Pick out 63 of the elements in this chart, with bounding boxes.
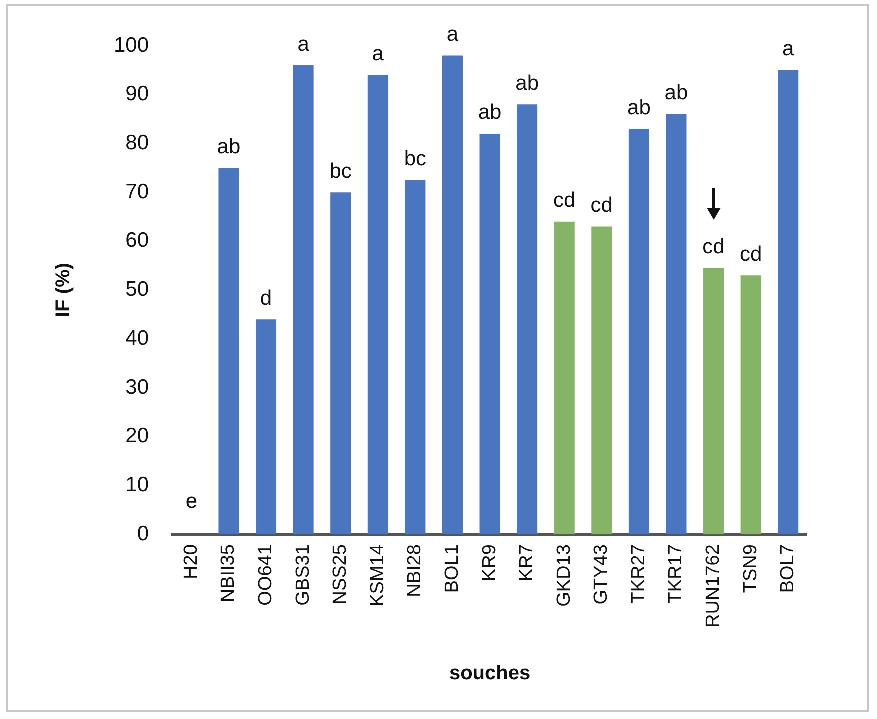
- annotation: ab: [516, 72, 539, 95]
- x-tick-label: KR9: [479, 544, 500, 582]
- annotation: bc: [330, 160, 352, 183]
- x-tick-label: TKR27: [628, 544, 650, 604]
- x-tick-label: OO641: [256, 544, 276, 606]
- bar: [517, 104, 538, 535]
- bar: [442, 56, 463, 535]
- annotation: a: [446, 23, 459, 46]
- x-tick-label: BOL7: [778, 544, 799, 594]
- bar: [592, 226, 612, 535]
- annotation: ab: [217, 135, 241, 158]
- y-tick-label: 100: [114, 34, 150, 57]
- y-tick-label: 30: [126, 376, 150, 399]
- x-axis-title: souches: [449, 662, 531, 685]
- bar: [330, 192, 352, 535]
- x-tick-label: NBII35: [218, 544, 240, 603]
- x-tick-label: H20: [180, 544, 202, 580]
- x-tick-label: BOL1: [442, 544, 463, 594]
- bar: [666, 114, 687, 535]
- annotation: cd: [702, 236, 725, 259]
- x-tick-label: NBI28: [404, 544, 426, 598]
- y-tick-label: 10: [126, 474, 150, 497]
- annotation: e: [186, 490, 198, 513]
- annotation: ab: [478, 101, 502, 124]
- bar: [368, 75, 388, 535]
- x-tick-label: RUN1762: [703, 544, 724, 628]
- annotation: ab: [664, 82, 688, 105]
- bar: [218, 168, 240, 535]
- annotation: cd: [554, 189, 576, 212]
- y-axis-title: IF (%): [52, 263, 75, 318]
- x-tick-label: GBS31: [292, 544, 314, 606]
- bar: [778, 70, 799, 535]
- bar: [554, 222, 575, 535]
- annotation: ab: [628, 96, 651, 120]
- bar: [740, 276, 762, 535]
- x-tick-label: KR7: [516, 544, 538, 582]
- x-tick-label: TSN9: [740, 544, 762, 594]
- y-tick-label: 60: [126, 229, 150, 252]
- annotation: a: [298, 32, 310, 56]
- x-tick-label: KSM14: [367, 544, 388, 607]
- y-tick-label: 50: [126, 278, 150, 302]
- annotation: bc: [404, 148, 427, 171]
- y-tick-label: 20: [126, 424, 150, 448]
- bar: [405, 180, 426, 535]
- annotation: a: [372, 42, 384, 66]
- x-tick-label: TKR17: [666, 544, 687, 604]
- y-tick-label: 40: [126, 326, 150, 350]
- annotation: cd: [590, 194, 613, 218]
- annotation: cd: [740, 242, 762, 266]
- bar: [704, 268, 724, 535]
- y-tick-label: 90: [126, 82, 150, 106]
- y-tick-label: 0: [137, 522, 150, 546]
- x-tick-label: GTY43: [591, 544, 612, 605]
- bar: [628, 129, 650, 535]
- bar: [256, 320, 277, 535]
- bar: [480, 134, 500, 535]
- bar: [293, 66, 314, 535]
- annotation: a: [782, 38, 795, 61]
- annotation: d: [260, 286, 272, 310]
- x-tick-label: GKD13: [554, 544, 575, 607]
- x-tick-label: NSS25: [330, 544, 352, 605]
- y-tick-label: 70: [126, 180, 150, 204]
- y-tick-label: 80: [126, 132, 150, 155]
